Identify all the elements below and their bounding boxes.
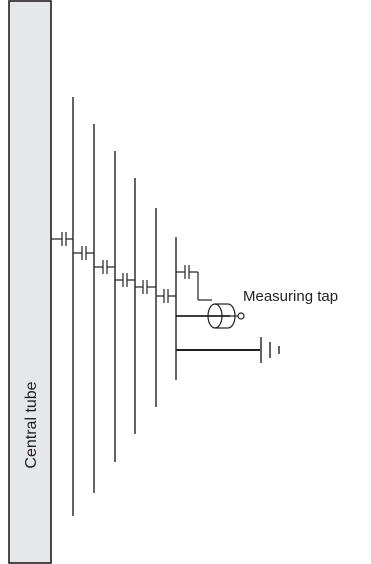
measuring-tap-label: Measuring tap — [243, 288, 338, 305]
capacitor-c-tap — [176, 265, 212, 301]
capacitor-c1 — [51, 232, 73, 246]
tap-terminal — [237, 312, 245, 320]
capacitor-c5 — [135, 280, 156, 294]
capacitor-c4 — [115, 273, 135, 287]
capacitor-c2 — [73, 246, 94, 260]
foil-layers — [72, 97, 177, 516]
central-tube — [8, 0, 52, 564]
measuring-tap — [176, 303, 245, 329]
capacitor-c6 — [156, 289, 176, 303]
central-tube-label: Central tube — [23, 381, 40, 468]
ground-connection — [176, 337, 280, 363]
series-capacitors — [51, 232, 212, 303]
capacitor-c3 — [94, 260, 115, 274]
